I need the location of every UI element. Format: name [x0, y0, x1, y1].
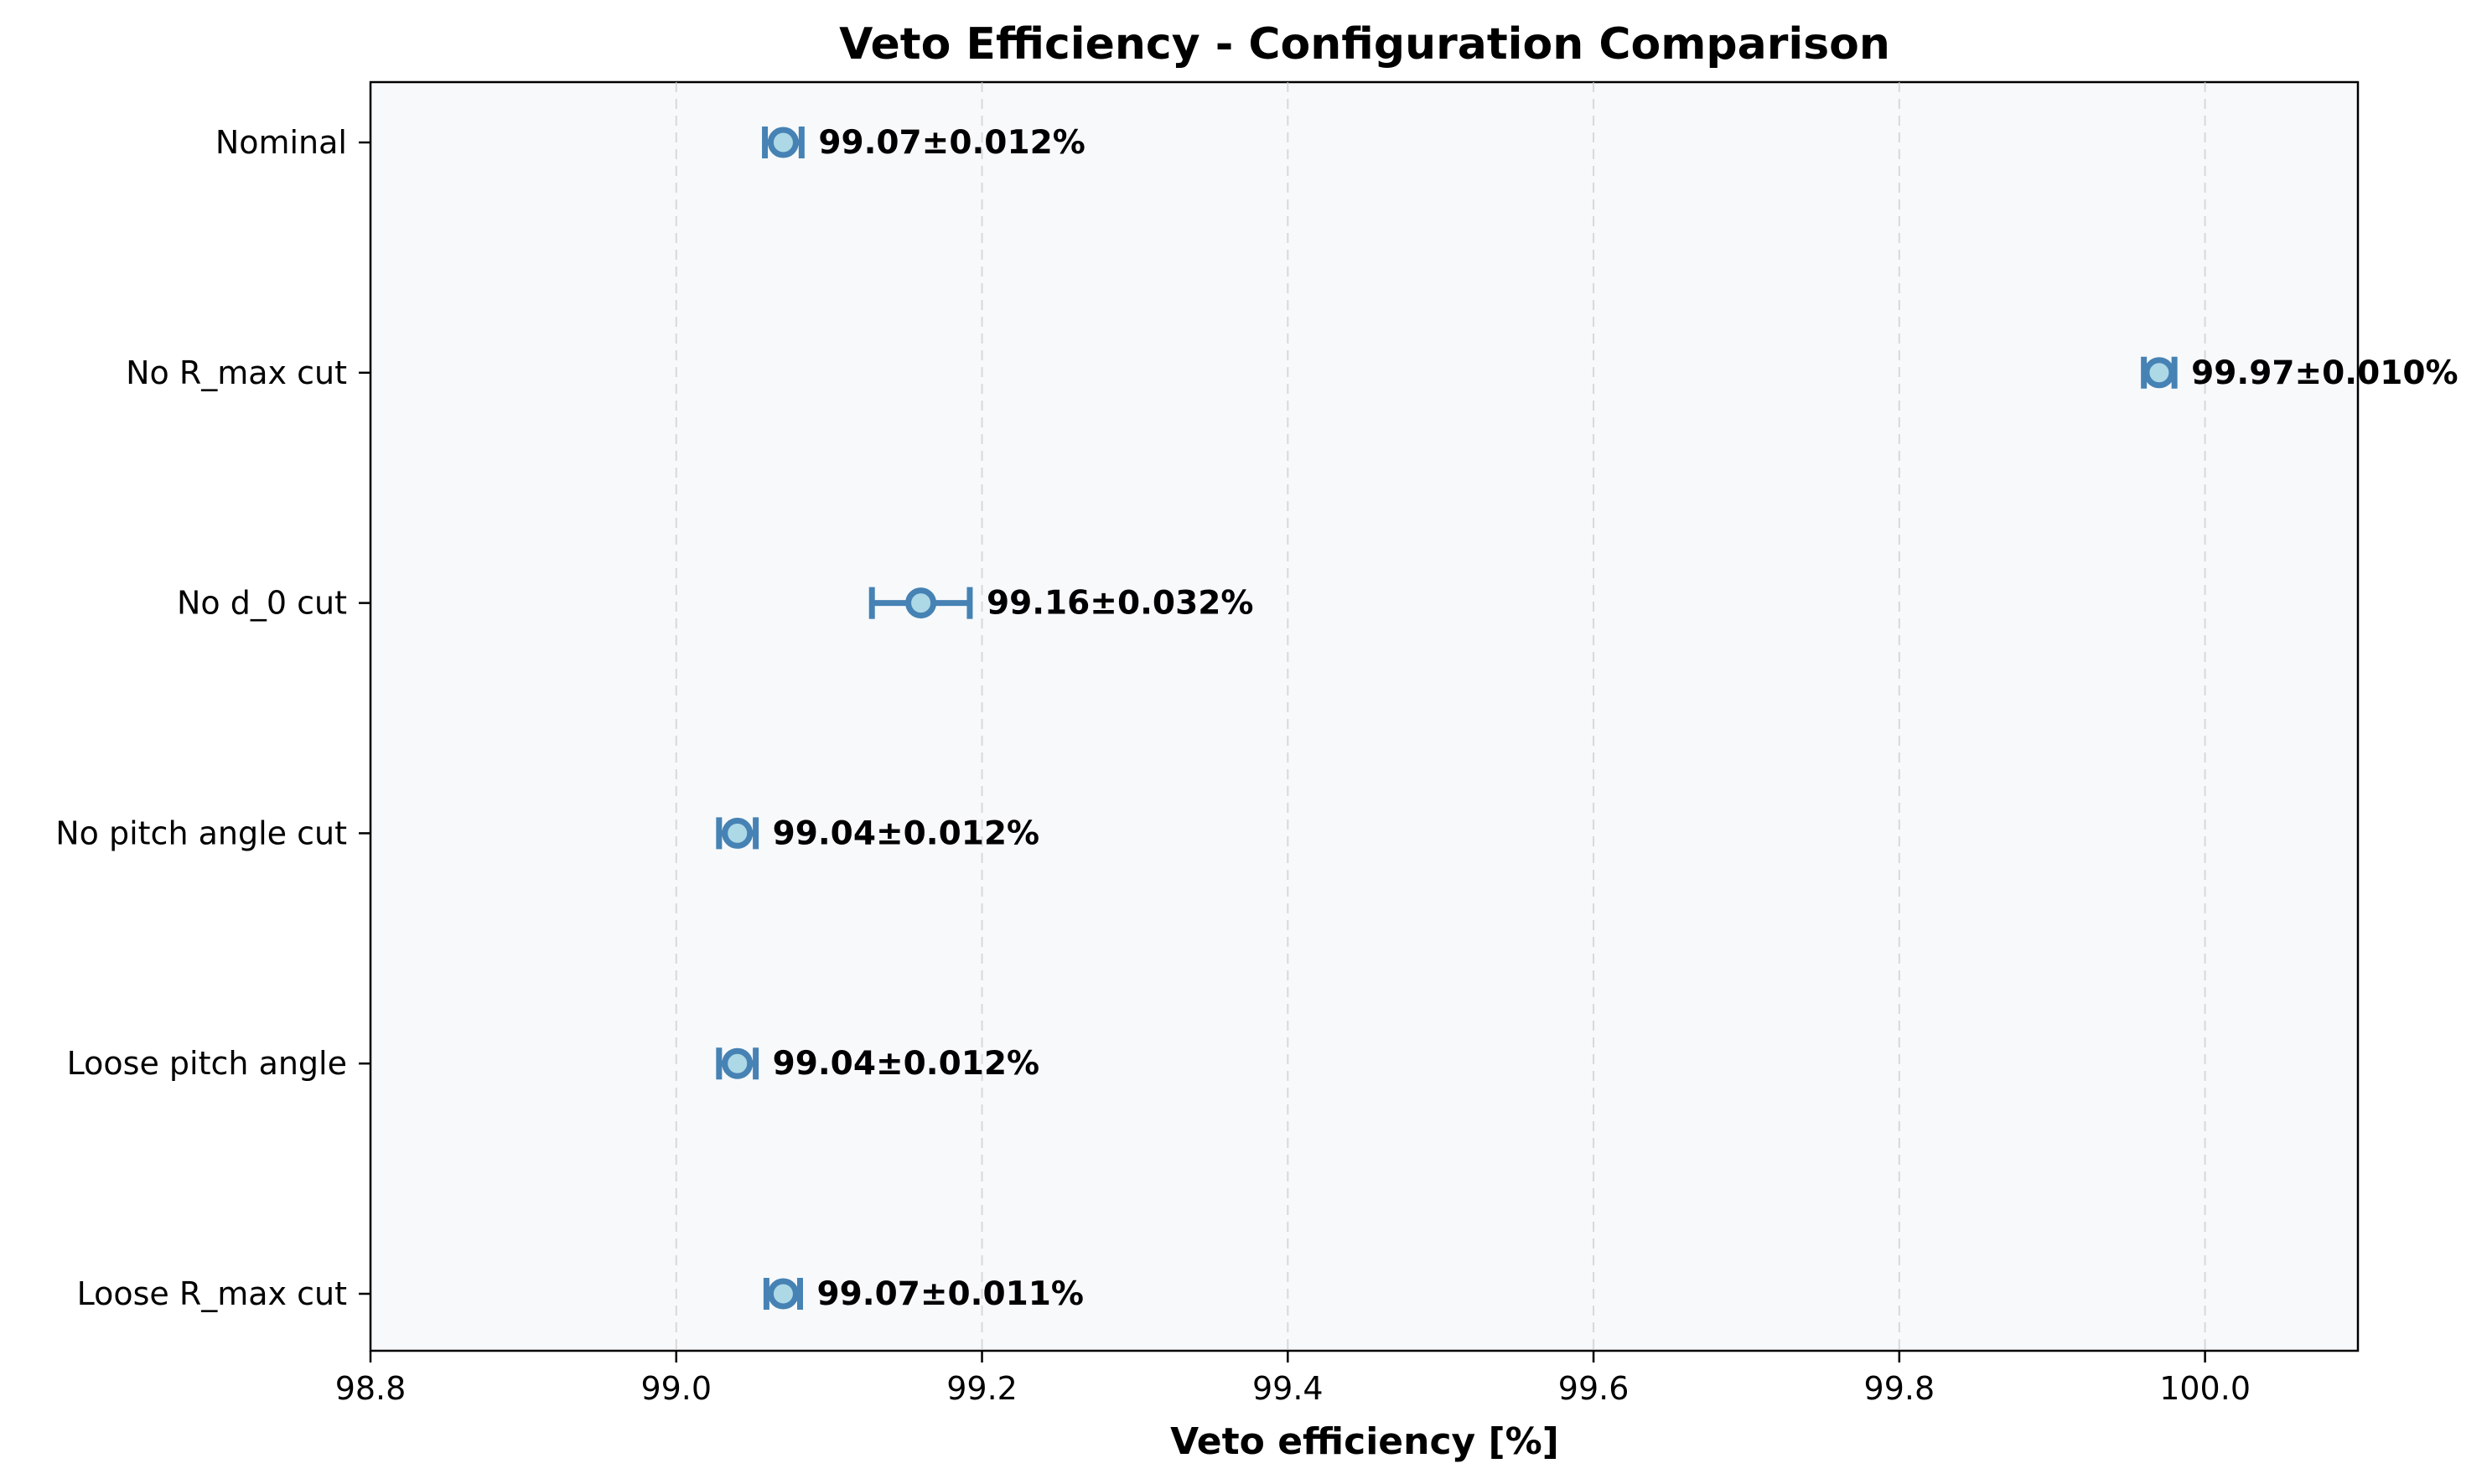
data-label: 99.97±0.010% — [2191, 354, 2458, 392]
data-label: 99.04±0.012% — [773, 814, 1039, 852]
y-axis: Nominal No R_max cut No d_0 cut No pitch an… — [55, 124, 370, 1312]
x-axis-label: Veto efficiency [%] — [1170, 1420, 1559, 1463]
y-tick-label: No pitch angle cut — [55, 814, 347, 851]
x-axis: 98.8 99.0 99.2 99.4 99.6 99.8 100.0 — [335, 1351, 2251, 1407]
x-tick-label: 98.8 — [335, 1370, 407, 1407]
x-tick-label: 99.2 — [946, 1370, 1018, 1407]
plot-area — [369, 80, 2360, 1352]
data-label: 99.04±0.012% — [773, 1045, 1039, 1083]
data-point: 99.04±0.012% — [716, 1045, 1039, 1083]
data-marker — [2143, 357, 2175, 389]
chart-title: Veto Efficiency - Configuration Comparis… — [839, 19, 1890, 70]
y-tick-label: Nominal — [215, 124, 347, 161]
data-point: 99.04±0.012% — [716, 814, 1039, 852]
grid-lines — [675, 82, 2206, 1351]
data-points: 99.07±0.012% 99.97±0.010% 99.16±0.032% 99.0… — [716, 124, 2459, 1313]
data-marker — [722, 1047, 754, 1079]
data-marker — [767, 127, 799, 158]
data-label: 99.16±0.032% — [987, 585, 1253, 623]
y-tick-label: Loose pitch angle — [67, 1045, 347, 1082]
data-point: 99.97±0.010% — [2141, 354, 2459, 392]
x-tick-label: 99.0 — [640, 1370, 712, 1407]
data-label: 99.07±0.011% — [817, 1275, 1084, 1313]
data-label: 99.07±0.012% — [818, 124, 1085, 162]
y-tick-label: Loose R_max cut — [77, 1275, 347, 1312]
data-point: 99.07±0.011% — [763, 1275, 1084, 1313]
y-tick-label: No d_0 cut — [177, 585, 347, 622]
data-point: 99.07±0.012% — [762, 124, 1085, 162]
data-marker — [722, 817, 754, 849]
x-tick-label: 99.4 — [1252, 1370, 1324, 1407]
x-tick-label: 100.0 — [2159, 1370, 2251, 1407]
x-tick-label: 99.6 — [1558, 1370, 1630, 1407]
data-marker — [905, 587, 937, 619]
x-tick-label: 99.8 — [1864, 1370, 1935, 1407]
data-marker — [767, 1278, 799, 1310]
y-tick-label: No R_max cut — [126, 354, 347, 391]
data-point: 99.16±0.032% — [868, 585, 1253, 623]
